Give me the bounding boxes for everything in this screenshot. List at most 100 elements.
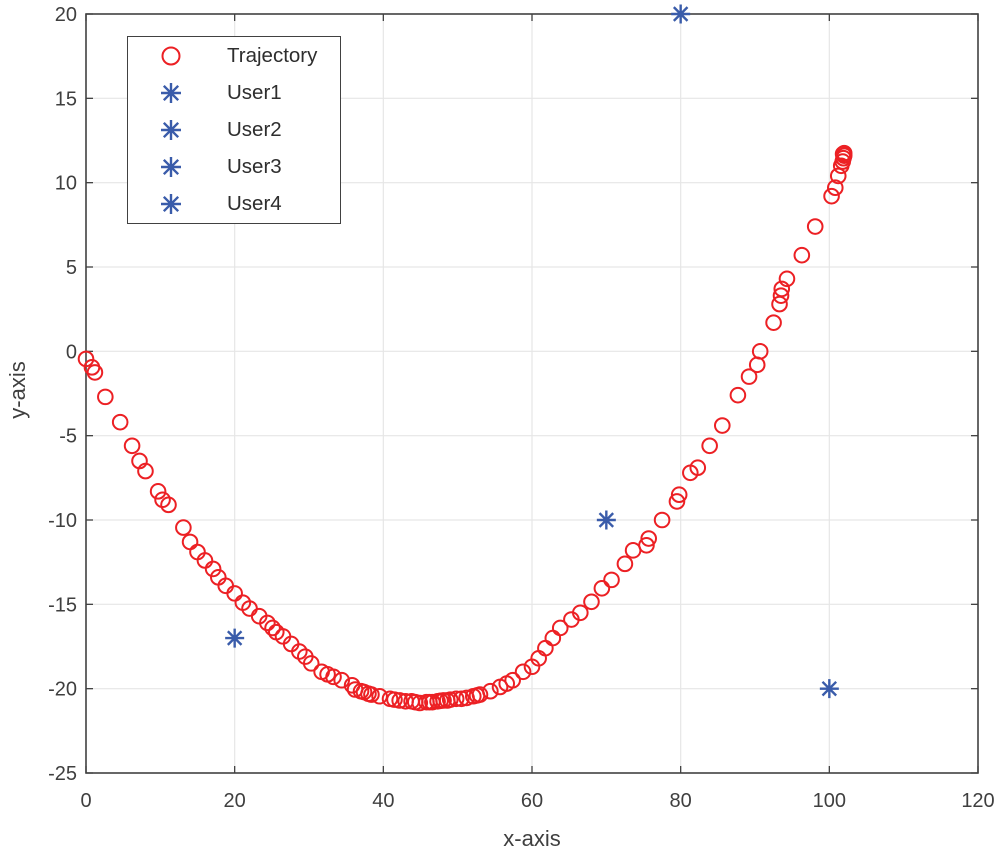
x-tick-label: 0 bbox=[80, 790, 91, 812]
legend-asterisk-icon bbox=[161, 194, 181, 215]
series-user4 bbox=[819, 679, 839, 699]
legend-asterisk-glyph bbox=[161, 119, 181, 140]
user-marker bbox=[225, 628, 245, 648]
trajectory-point bbox=[137, 462, 154, 480]
y-tick-label: 15 bbox=[55, 88, 77, 110]
trajectory-point bbox=[441, 691, 459, 708]
legend-label: User2 bbox=[227, 117, 282, 141]
trajectory-point bbox=[160, 496, 177, 514]
legend-label: User1 bbox=[227, 80, 282, 104]
x-tick-label: 80 bbox=[670, 790, 692, 812]
legend-label: User4 bbox=[227, 192, 282, 216]
series-user2 bbox=[596, 510, 616, 530]
trajectory-point bbox=[835, 144, 853, 162]
x-tick-label: 120 bbox=[961, 790, 994, 812]
trajectory-point bbox=[471, 686, 489, 703]
trajectory-point bbox=[593, 580, 611, 597]
legend-asterisk-glyph bbox=[161, 157, 181, 178]
trajectory-point bbox=[111, 413, 129, 431]
trajectory-point bbox=[391, 692, 408, 709]
legend-asterisk-glyph bbox=[161, 194, 181, 215]
trajectory-point bbox=[729, 386, 747, 404]
trajectory-point bbox=[264, 619, 281, 637]
y-tick-label: 5 bbox=[66, 257, 77, 279]
trajectory-point bbox=[149, 483, 167, 500]
y-tick-label: -15 bbox=[48, 594, 77, 616]
series-user3 bbox=[671, 4, 691, 24]
x-tick-label: 40 bbox=[372, 790, 394, 812]
y-tick-label: -25 bbox=[48, 763, 77, 785]
y-tick-label: -5 bbox=[59, 426, 77, 448]
trajectory-point bbox=[826, 179, 844, 197]
x-tick-label: 20 bbox=[224, 790, 246, 812]
trajectory-point bbox=[748, 356, 766, 374]
y-tick-label: -10 bbox=[48, 510, 77, 532]
series-user1 bbox=[225, 628, 245, 648]
trajectory-point bbox=[363, 686, 380, 703]
trajectory-point bbox=[175, 519, 192, 536]
trajectory-point bbox=[829, 167, 847, 185]
trajectory-point bbox=[259, 614, 276, 632]
legend: Trajectory User1 User2 User3 User4 bbox=[127, 36, 341, 224]
legend-label: User3 bbox=[227, 155, 282, 179]
legend-circle-icon bbox=[161, 46, 181, 66]
legend-label: Trajectory bbox=[227, 43, 318, 67]
trajectory-point bbox=[504, 671, 521, 689]
trajectory-point bbox=[653, 511, 671, 529]
y-tick-label: 0 bbox=[66, 341, 77, 363]
user-marker bbox=[671, 4, 691, 24]
trajectory-point bbox=[806, 218, 824, 235]
trajectory-point bbox=[447, 690, 465, 708]
trajectory-point bbox=[701, 437, 718, 455]
trajectory-point bbox=[823, 187, 840, 205]
tick-labels: 0 20 40 60 80 100 120 -25 -20 -15 -10 -5 0 5 10 15 20 bbox=[48, 4, 995, 812]
legend-item-user2: User2 bbox=[128, 111, 340, 148]
trajectory-point bbox=[411, 694, 429, 712]
trajectory-point bbox=[537, 639, 554, 657]
trajectory-point bbox=[204, 560, 222, 578]
data-points bbox=[77, 4, 853, 712]
user-marker bbox=[596, 510, 616, 530]
trajectory-point bbox=[772, 287, 790, 304]
trajectory-point bbox=[616, 555, 634, 573]
trajectory-point bbox=[482, 682, 499, 700]
y-axis-label: y-axis bbox=[5, 361, 30, 418]
legend-circle-glyph bbox=[161, 46, 181, 66]
series-trajectory bbox=[77, 144, 853, 712]
legend-item-user1: User1 bbox=[128, 74, 340, 111]
y-tick-label: 20 bbox=[55, 4, 77, 26]
legend-item-user4: User4 bbox=[128, 186, 340, 223]
x-axis-label: x-axis bbox=[503, 826, 560, 851]
trajectory-point bbox=[97, 388, 114, 406]
trajectory-point bbox=[773, 280, 791, 298]
x-tick-label: 60 bbox=[521, 790, 543, 812]
user-marker bbox=[819, 679, 839, 699]
trajectory-point bbox=[325, 668, 342, 686]
trajectory-point bbox=[572, 604, 589, 622]
legend-item-user3: User3 bbox=[128, 149, 340, 186]
trajectory-point bbox=[793, 246, 811, 264]
trajectory-point bbox=[86, 364, 104, 381]
y-tick-label: -20 bbox=[48, 679, 77, 701]
y-tick-label: 10 bbox=[55, 173, 77, 195]
axes-box bbox=[85, 13, 979, 774]
trajectory-point bbox=[778, 270, 796, 288]
trajectory-point bbox=[77, 350, 95, 368]
trajectory-point bbox=[638, 537, 655, 554]
trajectory-point bbox=[751, 343, 769, 360]
trajectory-point bbox=[603, 571, 620, 589]
legend-item-trajectory: Trajectory bbox=[128, 37, 340, 74]
trajectory-point bbox=[740, 368, 758, 385]
trajectory-point bbox=[514, 663, 532, 681]
trajectory-point bbox=[640, 530, 658, 547]
trajectory-point bbox=[689, 459, 707, 477]
trajectory-point bbox=[544, 629, 562, 647]
trajectory-point bbox=[765, 314, 782, 331]
x-tick-label: 100 bbox=[813, 790, 846, 812]
trajectory-point bbox=[551, 619, 569, 637]
trajectory-point bbox=[226, 585, 243, 602]
legend-asterisk-glyph bbox=[161, 82, 181, 103]
legend-asterisk-icon bbox=[161, 157, 181, 178]
trajectory-point bbox=[123, 437, 141, 455]
